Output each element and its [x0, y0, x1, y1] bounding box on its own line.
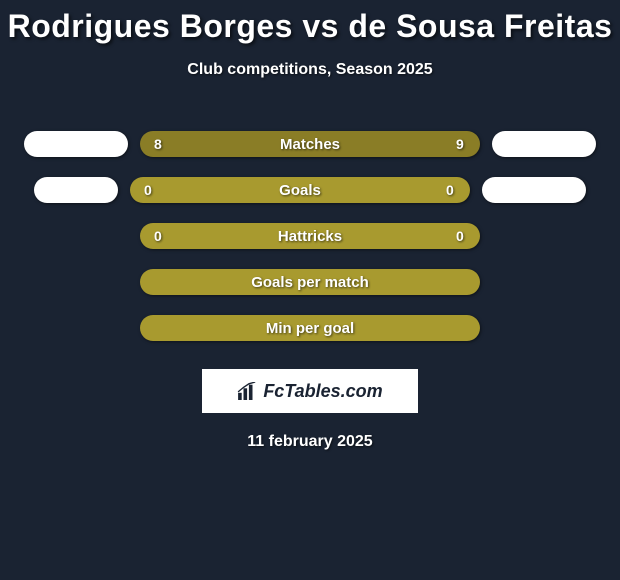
right-value: 0 — [446, 182, 456, 198]
footer-date: 11 february 2025 — [0, 433, 620, 451]
logo-box[interactable]: FcTables.com — [202, 369, 418, 413]
left-value: 0 — [154, 228, 164, 244]
right-pill — [492, 131, 596, 157]
stat-rows: 8 Matches 9 0 Goals 0 0 Hattricks 0 Goal… — [0, 121, 620, 351]
stat-bar: Goals per match — [140, 269, 480, 295]
left-pill — [24, 131, 128, 157]
right-value: 0 — [456, 228, 466, 244]
right-pill — [482, 177, 586, 203]
stat-label: Matches — [280, 136, 340, 153]
stat-label: Goals per match — [251, 274, 369, 291]
stat-row: 0 Hattricks 0 — [0, 213, 620, 259]
stat-label: Min per goal — [266, 320, 354, 337]
stat-row: Goals per match — [0, 259, 620, 305]
stat-label: Hattricks — [278, 228, 342, 245]
stat-bar: Min per goal — [140, 315, 480, 341]
bars-icon — [237, 382, 259, 400]
left-value: 8 — [154, 136, 164, 152]
stat-row: 8 Matches 9 — [0, 121, 620, 167]
subtitle: Club competitions, Season 2025 — [0, 61, 620, 79]
stat-row: 0 Goals 0 — [0, 167, 620, 213]
stat-label: Goals — [279, 182, 321, 199]
page-title: Rodrigues Borges vs de Sousa Freitas — [0, 0, 620, 45]
stat-bar: 0 Hattricks 0 — [140, 223, 480, 249]
stat-bar: 0 Goals 0 — [130, 177, 470, 203]
left-value: 0 — [144, 182, 154, 198]
stat-bar: 8 Matches 9 — [140, 131, 480, 157]
logo-text: FcTables.com — [263, 381, 382, 402]
left-pill — [34, 177, 118, 203]
stat-row: Min per goal — [0, 305, 620, 351]
right-value: 9 — [456, 136, 466, 152]
